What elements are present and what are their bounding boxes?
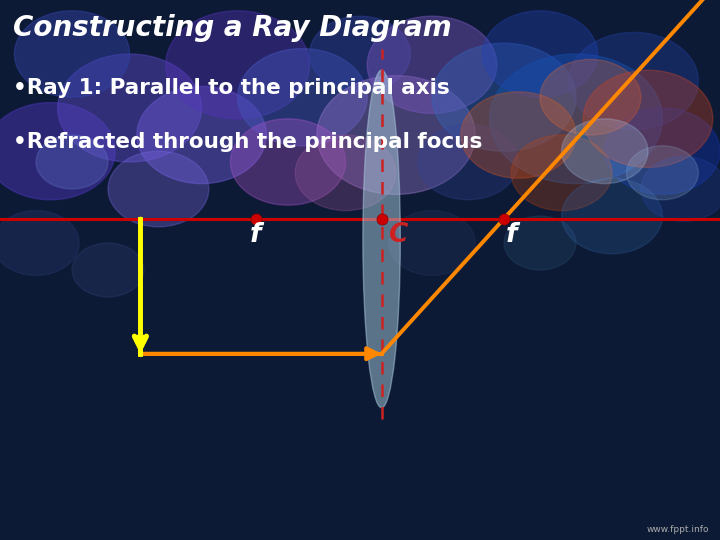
Circle shape	[230, 119, 346, 205]
Circle shape	[482, 11, 598, 97]
Circle shape	[540, 59, 641, 135]
Circle shape	[295, 135, 396, 211]
Circle shape	[166, 11, 310, 119]
Circle shape	[0, 103, 115, 200]
Circle shape	[389, 211, 475, 275]
Circle shape	[0, 211, 79, 275]
Text: •Ray 1: Parallel to the principal axis: •Ray 1: Parallel to the principal axis	[13, 78, 450, 98]
Text: Constructing a Ray Diagram: Constructing a Ray Diagram	[13, 14, 451, 42]
Circle shape	[511, 135, 612, 211]
Circle shape	[238, 49, 367, 146]
Text: www.fppt.info: www.fppt.info	[647, 524, 709, 534]
Circle shape	[569, 32, 698, 130]
Circle shape	[317, 76, 475, 194]
Circle shape	[310, 16, 410, 92]
Circle shape	[562, 119, 648, 184]
Circle shape	[36, 135, 108, 189]
Circle shape	[72, 243, 144, 297]
Text: C: C	[388, 222, 407, 248]
Circle shape	[626, 146, 698, 200]
Text: f: f	[250, 222, 261, 248]
Ellipse shape	[363, 70, 400, 408]
Circle shape	[490, 54, 662, 184]
Circle shape	[562, 178, 662, 254]
Circle shape	[418, 124, 518, 200]
Text: f: f	[505, 222, 517, 248]
Circle shape	[14, 11, 130, 97]
Circle shape	[58, 54, 202, 162]
Circle shape	[605, 108, 720, 194]
Text: •Refracted through the principal focus: •Refracted through the principal focus	[13, 132, 482, 152]
Circle shape	[108, 151, 209, 227]
Circle shape	[432, 43, 576, 151]
Circle shape	[504, 216, 576, 270]
Circle shape	[367, 16, 497, 113]
Circle shape	[583, 70, 713, 167]
Circle shape	[641, 157, 720, 221]
Circle shape	[137, 86, 266, 184]
Circle shape	[461, 92, 576, 178]
